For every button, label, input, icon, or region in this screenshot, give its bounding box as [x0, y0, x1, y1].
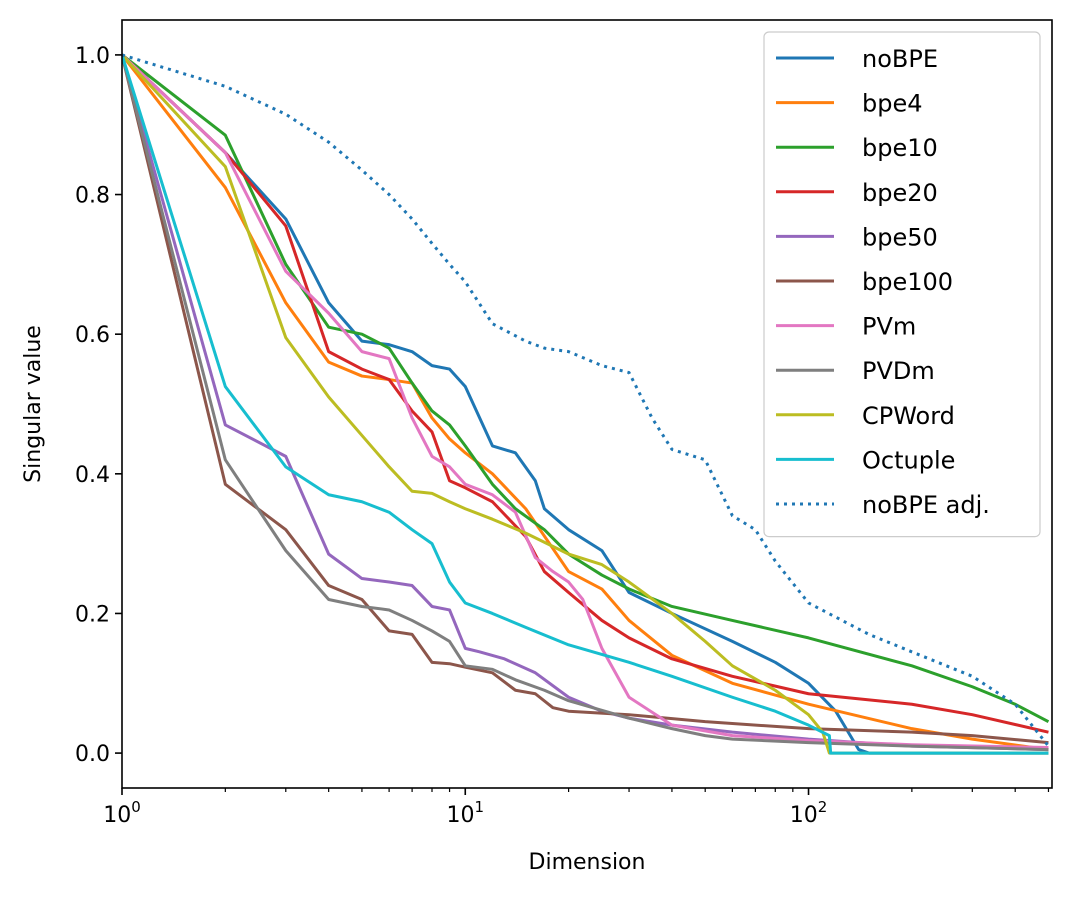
- series-line-0: [122, 53, 1049, 755]
- series-line-4: [122, 54, 1049, 752]
- y-tick-label-5: 1.0: [75, 44, 110, 69]
- series-line-7: [122, 54, 1049, 752]
- x-tick-label-2: 102: [790, 798, 828, 828]
- series-line-3: [122, 53, 1049, 734]
- legend-label-3: bpe20: [862, 179, 938, 207]
- legend-label-10: noBPE adj.: [862, 491, 990, 519]
- x-axis-ticks: 100 101 102: [103, 788, 1050, 828]
- legend-label-9: Octuple: [862, 446, 955, 474]
- legend-label-1: bpe4: [862, 90, 923, 118]
- y-tick-label-0: 0.0: [75, 742, 110, 767]
- legend-label-5: bpe100: [862, 268, 953, 296]
- series-line-8: [122, 53, 1049, 755]
- y-axis-label: Singular value: [21, 325, 46, 483]
- y-tick-label-3: 0.6: [75, 323, 110, 348]
- x-axis-label: Dimension: [529, 850, 646, 875]
- y-tick-label-4: 0.8: [75, 184, 110, 209]
- series-line-6: [122, 53, 1049, 750]
- legend: noBPE bpe4 bpe10 bpe20 bpe50 bpe100 PVm PVDm CPW…: [763, 31, 1041, 538]
- series-line-5: [122, 54, 1049, 745]
- series-line-10: [122, 53, 1050, 748]
- y-tick-label-1: 0.2: [75, 602, 110, 627]
- series-line-9: [122, 54, 1049, 755]
- x-tick-label-0: 100: [103, 798, 141, 828]
- legend-label-4: bpe50: [862, 223, 938, 251]
- legend-label-0: noBPE: [862, 45, 938, 73]
- y-tick-label-2: 0.4: [75, 463, 110, 488]
- plot-frame: [121, 19, 1053, 789]
- legend-label-8: CPWord: [862, 402, 955, 430]
- legend-box: [763, 31, 1041, 538]
- series-line-2: [122, 53, 1050, 723]
- x-tick-label-1: 101: [446, 798, 484, 828]
- legend-label-2: bpe10: [862, 134, 938, 162]
- series-layer: [122, 53, 1050, 755]
- y-axis-ticks: 0.0 0.2 0.4 0.6 0.8 1.0: [75, 44, 122, 767]
- legend-label-6: PVm: [862, 313, 916, 341]
- legend-label-7: PVDm: [862, 357, 935, 385]
